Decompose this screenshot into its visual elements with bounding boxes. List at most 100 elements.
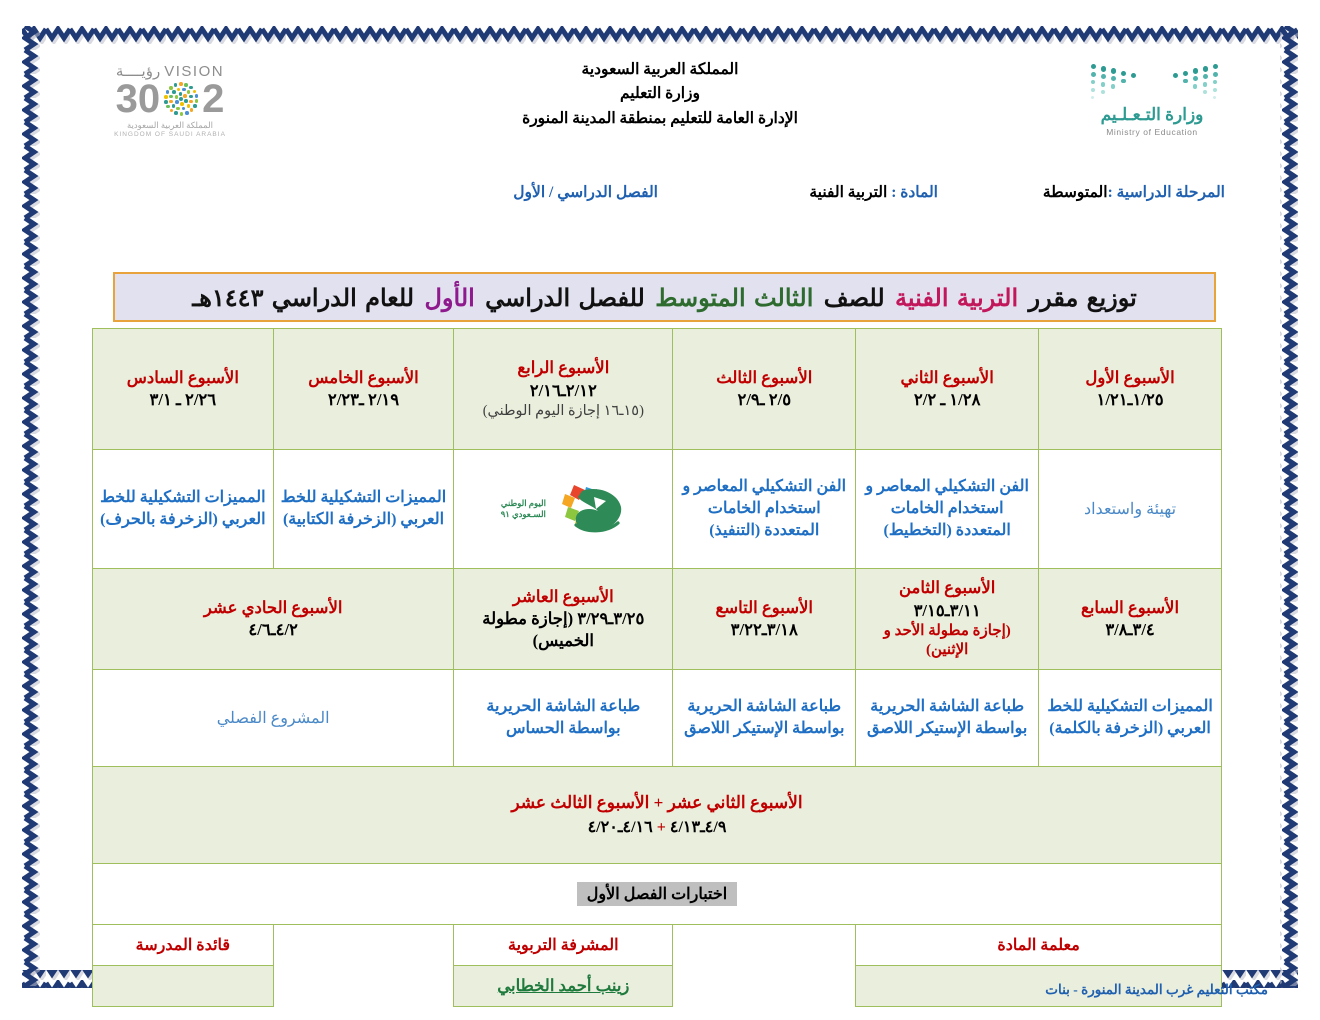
national-day-line2: السـعودي ٩١ xyxy=(500,509,546,519)
moe-title-ar: وزارة التـعـلـيم xyxy=(1100,105,1204,124)
week-date: ٢/١٢ـ٢/١٦ xyxy=(529,380,597,400)
content-cell-9: طباعة الشاشة الحريرية بواسطة الإستيكر ال… xyxy=(672,669,857,767)
signature-value-teacher xyxy=(855,965,1222,1007)
vision-digit-30: 30 xyxy=(115,77,161,121)
content-text: الفن التشكيلي المعاصر و استخدام الخامات … xyxy=(865,477,1029,540)
moe-dot-pattern-icon xyxy=(1077,60,1227,104)
meta-info-row: المرحلة الدراسية :المتوسطة المادة : التر… xyxy=(0,183,1320,209)
week-date: ٢/١٩ ـ٢/٢٣ xyxy=(327,390,400,409)
combined-week-12-name: الأسبوع الثاني عشر xyxy=(667,793,803,813)
content-row-2: المميزات التشكيلية للخط العربي (الزخرفة … xyxy=(91,669,1222,767)
title-seg-grade: الثالث المتوسط xyxy=(655,282,814,312)
content-cell-1: تهيئة واستعداد xyxy=(1038,449,1222,569)
vision-wordmark: VISION رؤيــــة xyxy=(95,62,245,81)
supervisor-name: زينب أحمد الخطابي xyxy=(497,976,630,995)
vision-digit-2: 2 xyxy=(202,77,225,121)
content-text: طباعة الشاشة الحريرية بواسطة الحساس xyxy=(486,697,641,737)
week-note: (١٥ـ١٦ إجازة اليوم الوطني) xyxy=(482,402,644,419)
content-cell-5: المميزات التشكيلية للخط العربي (الزخرفة … xyxy=(272,449,455,569)
content-text: المميزات التشكيلية للخط العربي (الزخرفة … xyxy=(100,488,266,528)
vision-2030-logo: VISION رؤيــــة 2 30 المملكة العربية الس… xyxy=(95,62,245,148)
signature-gap-1 xyxy=(672,924,857,966)
combined-week-13-date: ٤/١٦ـ٤/٢٠ xyxy=(587,818,653,836)
signature-header-row: معلمة المادة المشرفة التربوية قائدة المد… xyxy=(92,924,1222,966)
content-text: المميزات التشكيلية للخط العربي (الزخرفة … xyxy=(1047,697,1213,737)
week-cell-2: الأسبوع الثاني ١/٢٨ ـ ٢/٢ xyxy=(855,328,1040,450)
national-day-line1: اليوم الوطني xyxy=(500,497,546,508)
combined-weeks-dates: ٤/٩ـ٤/١٣ + ٤/١٦ـ٤/٢٠ xyxy=(99,816,1215,840)
national-day-caption: اليوم الوطني السـعودي ٩١ xyxy=(501,498,546,521)
page-footer: مكتب التعليم غرب المدينة المنورة - بنات xyxy=(1045,982,1268,997)
content-cell-11-project: المشروع الفصلي xyxy=(91,669,455,767)
week-note: (إجازة مطولة الأحد و الإثنين) xyxy=(883,622,1011,659)
signature-gap-2 xyxy=(272,924,455,966)
week-date: ٣/١١ـ٣/١٥ xyxy=(913,600,981,620)
week-cell-10: الأسبوع العاشر ٣/٢٥ـ٣/٢٩ (إجازة مطولة ال… xyxy=(453,568,674,670)
content-text: الفن التشكيلي المعاصر و استخدام الخامات … xyxy=(682,477,847,540)
signature-header-teacher: معلمة المادة xyxy=(855,924,1222,966)
week-cell-7: الأسبوع السابع ٣/٤ـ٣/٨ xyxy=(1038,568,1222,670)
vision-word-en: VISION xyxy=(164,62,225,80)
combined-week-13-name: الأسبوع الثالث عشر xyxy=(511,793,650,813)
content-cell-8: طباعة الشاشة الحريرية بواسطة الإستيكر ال… xyxy=(855,669,1040,767)
week-cell-5: الأسبوع الخامس ٢/١٩ ـ٢/٢٣ xyxy=(272,328,455,450)
meta-subject: المادة : التربية الفنية xyxy=(809,183,938,202)
meta-subject-value: التربية الفنية xyxy=(809,184,888,201)
content-row-1: تهيئة واستعداد الفن التشكيلي المعاصر و ا… xyxy=(92,449,1222,569)
combined-plus-1: + xyxy=(653,793,664,813)
week-cell-8: الأسبوع الثامن ٣/١١ـ٣/١٥ (إجازة مطولة ال… xyxy=(855,568,1040,670)
week-name: الأسبوع السابع xyxy=(1081,597,1180,617)
week-date: ٣/١٨ـ٣/٢٢ xyxy=(730,620,798,639)
title-seg-year: للعام الدراسي ١٤٤٣هـ xyxy=(192,282,415,312)
week-cell-9: الأسبوع التاسع ٣/١٨ـ٣/٢٢ xyxy=(672,568,857,670)
signature-header-supervisor: المشرفة التربوية xyxy=(453,924,674,966)
content-text: طباعة الشاشة الحريرية بواسطة الإستيكر ال… xyxy=(684,697,845,737)
combined-week-12-date: ٤/٩ـ٤/١٣ xyxy=(669,818,727,836)
week-date: ٣/٢٥ـ٣/٢٩ (إجازة مطولة الخميس) xyxy=(482,608,645,651)
signature-header-principal: قائدة المدرسة xyxy=(92,924,274,966)
combined-weeks-names: الأسبوع الثاني عشر + الأسبوع الثالث عشر xyxy=(99,790,1215,816)
header-line-kingdom: المملكة العربية السعودية xyxy=(581,61,739,78)
week-name: الأسبوع الخامس xyxy=(308,367,419,387)
meta-subject-label: المادة : xyxy=(891,184,938,201)
content-cell-3: الفن التشكيلي المعاصر و استخدام الخامات … xyxy=(672,449,857,569)
vision-word-ar: رؤيــــة xyxy=(115,63,161,80)
signature-gap-3 xyxy=(672,965,857,1007)
week-cell-3: الأسبوع الثالث ٢/٥ ـ٢/٩ xyxy=(672,328,857,450)
week-cell-6: الأسبوع السادس ٢/٢٦ ـ ٣/١ xyxy=(92,328,274,450)
header-line-department: الإدارة العامة للتعليم بمنطقة المدينة ال… xyxy=(522,109,798,127)
signature-gap-4 xyxy=(272,965,455,1007)
header-line-ministry: وزارة التعليم xyxy=(619,85,701,103)
moe-title-en: Ministry of Education xyxy=(1106,127,1198,137)
week-name: الأسبوع السادس xyxy=(126,367,239,387)
week-date: ١/٢٨ ـ ٢/٢ xyxy=(913,390,981,409)
week-name: الأسبوع التاسع xyxy=(715,597,814,617)
saudi-national-day-logo: اليوم الوطني السـعودي ٩١ xyxy=(460,473,666,545)
combined-weeks-cell: الأسبوع الثاني عشر + الأسبوع الثالث عشر … xyxy=(92,766,1222,864)
content-text: تهيئة واستعداد xyxy=(1083,501,1177,518)
content-text: المميزات التشكيلية للخط العربي (الزخرفة … xyxy=(280,488,447,528)
document-header: المملكة العربية السعودية وزارة التعليم ا… xyxy=(0,58,1320,153)
title-seg-forterm: للفصل الدراسي xyxy=(485,282,646,312)
content-text: طباعة الشاشة الحريرية بواسطة الإستيكر ال… xyxy=(866,697,1028,737)
week-name: الأسبوع الأول xyxy=(1085,367,1175,387)
meta-stage: المرحلة الدراسية :المتوسطة xyxy=(1043,183,1225,202)
week-date: ٤/٢ـ٤/٦ xyxy=(248,620,298,639)
title-seg-subject: التربية الفنية xyxy=(895,282,1019,312)
title-seg-forgrade: للصف xyxy=(823,282,886,312)
title-seg-distribute: توزيع مقرر xyxy=(1028,282,1137,312)
week-name: الأسبوع الثالث xyxy=(716,367,813,387)
signature-value-principal xyxy=(92,965,274,1007)
meta-term: الفصل الدراسي / الأول xyxy=(513,184,658,201)
content-cell-7: المميزات التشكيلية للخط العربي (الزخرفة … xyxy=(1038,669,1222,767)
content-text: المشروع الفصلي xyxy=(216,710,330,727)
content-cell-4-national-day: اليوم الوطني السـعودي ٩١ xyxy=(453,449,674,569)
meta-stage-value: المتوسطة xyxy=(1042,184,1108,201)
curriculum-plan-table: الأسبوع الأول ١/٢٥ـ١/٢١ الأسبوع الثاني ١… xyxy=(91,328,1222,1007)
week-name: الأسبوع العاشر xyxy=(512,586,614,606)
exams-row: اختبارات الفصل الأول xyxy=(92,863,1222,925)
vision-number: 2 30 xyxy=(95,77,245,121)
exams-cell: اختبارات الفصل الأول xyxy=(92,863,1222,925)
title-seg-term: الأول xyxy=(424,282,475,312)
